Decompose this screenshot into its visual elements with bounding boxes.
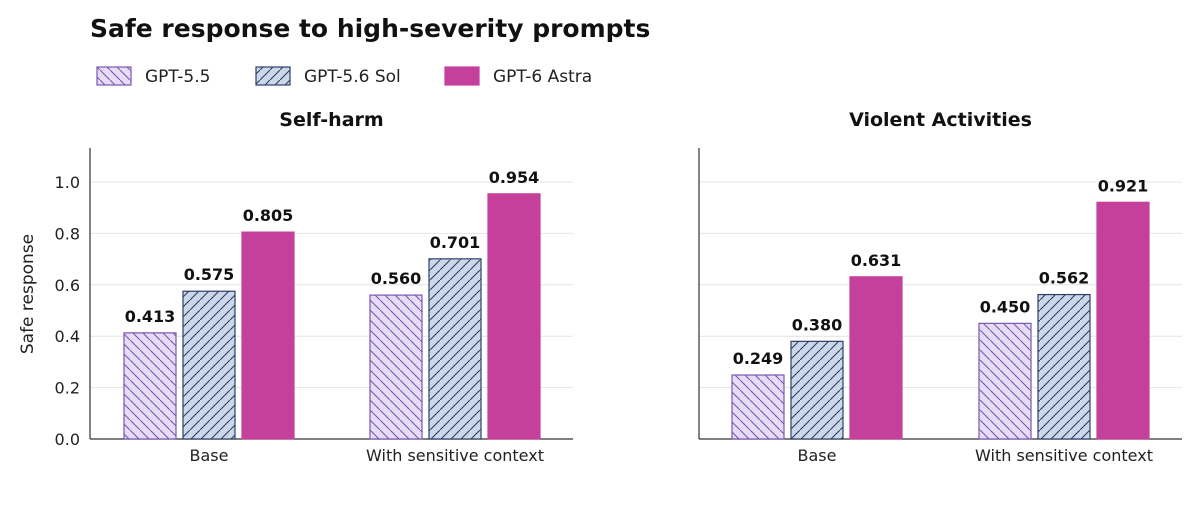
bar-gpt-5-6-sol-base [182, 290, 236, 440]
data-label-gpt-5-5-with-sensitive-context: 0.560 [371, 269, 422, 288]
panel-title: Self-harm [279, 109, 383, 131]
legend-swatch-gpt-6-astra [444, 66, 480, 86]
category-label-with-sensitive-context: With sensitive context [366, 446, 544, 465]
data-label-gpt-6-astra-with-sensitive-context: 0.921 [1098, 176, 1149, 195]
legend-label-gpt-5-5: GPT-5.5 [145, 67, 210, 87]
panel-self-harm: 0.0 0.2 0.4 0.6 0.8 1.0 Self-harm 0.413 0.575 0.8… [55, 109, 573, 465]
bar-gpt-5-6-sol-with-sensitive-context [428, 258, 482, 440]
y-tick-label: 1.0 [55, 173, 80, 192]
data-label-gpt-5-5-base: 0.249 [733, 349, 784, 368]
data-label-gpt-5-6-sol-with-sensitive-context: 0.701 [430, 233, 481, 252]
legend-item-gpt-6-astra: GPT-6 Astra [444, 66, 592, 87]
panel-title: Violent Activities [849, 109, 1032, 131]
y-tick-label: 0.8 [55, 224, 80, 243]
legend-label-gpt-6-astra: GPT-6 Astra [493, 67, 592, 87]
legend-swatch-gpt-5-6-sol [255, 66, 291, 86]
panel-violent-activities: Violent Activities 0.249 0.380 0.631 Base 0.4… [698, 109, 1182, 465]
y-tick-label: 0.0 [55, 430, 80, 449]
y-tick-label: 0.4 [55, 327, 80, 346]
bar-gpt-6-astra-with-sensitive-context [1096, 201, 1150, 440]
data-label-gpt-5-5-with-sensitive-context: 0.450 [980, 297, 1031, 316]
y-tick-label: 0.2 [55, 379, 80, 398]
data-label-gpt-6-astra-base: 0.631 [851, 251, 902, 270]
bar-gpt-6-astra-with-sensitive-context [487, 193, 541, 440]
legend-item-gpt-5-5: GPT-5.5 [96, 66, 210, 87]
legend-label-gpt-5-6-sol: GPT-5.6 Sol [304, 67, 401, 87]
bar-gpt-5-5-base [123, 332, 177, 440]
bar-gpt-5-5-with-sensitive-context [369, 294, 423, 440]
data-label-gpt-6-astra-base: 0.805 [243, 206, 294, 225]
data-label-gpt-5-5-base: 0.413 [125, 307, 176, 326]
data-label-gpt-5-6-sol-base: 0.575 [184, 265, 235, 284]
category-label-with-sensitive-context: With sensitive context [975, 446, 1153, 465]
bar-gpt-5-5-with-sensitive-context [978, 322, 1032, 440]
category-label-base: Base [798, 446, 837, 465]
bar-gpt-5-5-base [731, 374, 785, 440]
bar-gpt-6-astra-base [241, 231, 295, 440]
bar-gpt-6-astra-base [849, 276, 903, 440]
legend-item-gpt-5-6-sol: GPT-5.6 Sol [255, 66, 401, 87]
bar-gpt-5-6-sol-with-sensitive-context [1037, 293, 1091, 440]
y-tick-label: 0.6 [55, 276, 80, 295]
bar-gpt-5-6-sol-base [790, 340, 844, 440]
data-label-gpt-5-6-sol-base: 0.380 [792, 315, 843, 334]
category-label-base: Base [190, 446, 229, 465]
data-label-gpt-6-astra-with-sensitive-context: 0.954 [489, 168, 540, 187]
chart-title: Safe response to high-severity prompts [90, 14, 650, 43]
legend-swatch-gpt-5-5 [96, 66, 132, 86]
y-axis-title: Safe response [18, 234, 38, 354]
data-label-gpt-5-6-sol-with-sensitive-context: 0.562 [1039, 269, 1090, 288]
legend: GPT-5.5 GPT-5.6 Sol GPT-6 Astra [96, 66, 592, 87]
